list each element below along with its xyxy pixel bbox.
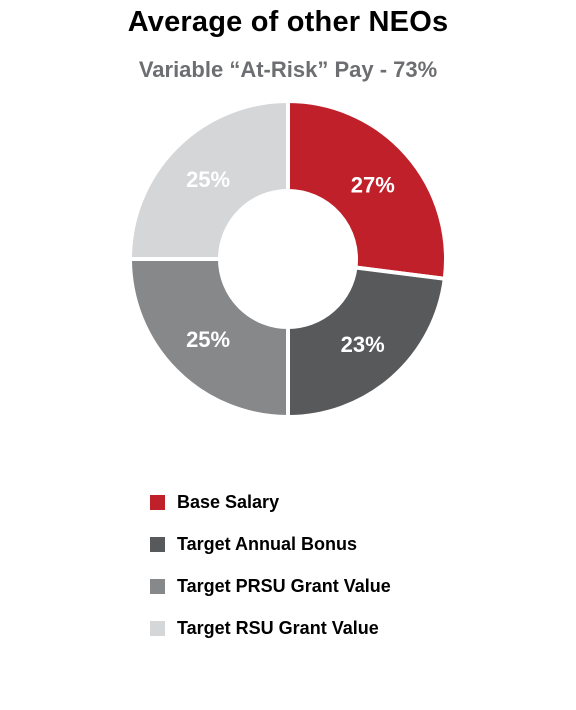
slice-label-target-annual-bonus: 23% (341, 332, 385, 357)
legend-label-target-prsu-grant-value: Target PRSU Grant Value (177, 575, 391, 596)
donut-slice-target-rsu-grant-value (127, 98, 290, 261)
donut-slice-labels: 27% 23% 25% 25% (186, 167, 395, 357)
legend-label-target-rsu-grant-value: Target RSU Grant Value (177, 617, 379, 638)
slice-label-target-rsu-grant-value: 25% (186, 167, 230, 192)
donut-chart: 27% 23% 25% 25% (127, 98, 448, 420)
legend-item-target-rsu-grant-value: Target RSU Grant Value (150, 607, 391, 649)
legend-label-base-salary: Base Salary (177, 491, 280, 512)
donut-slice-target-prsu-grant-value (127, 257, 290, 420)
legend-item-target-annual-bonus: Target Annual Bonus (150, 523, 391, 565)
legend-swatch-target-rsu-grant-value (150, 620, 165, 636)
legend-label-target-annual-bonus: Target Annual Bonus (177, 533, 357, 554)
chart-legend: Base Salary Target Annual Bonus Target P… (150, 481, 391, 649)
legend-item-target-prsu-grant-value: Target PRSU Grant Value (150, 565, 391, 607)
slice-label-base-salary: 27% (351, 172, 395, 197)
chart-title: Average of other NEOs (127, 6, 449, 38)
slice-label-target-prsu-grant-value: 25% (186, 327, 230, 352)
donut-slice-target-annual-bonus (286, 265, 447, 420)
donut-slices (127, 98, 448, 420)
legend-swatch-base-salary (150, 494, 165, 510)
legend-swatch-target-annual-bonus (150, 536, 165, 552)
chart-subtitle: Variable “At-Risk” Pay - 73% (138, 57, 438, 82)
donut-slice-base-salary (286, 98, 448, 282)
legend-item-base-salary: Base Salary (150, 481, 391, 523)
legend-swatch-target-prsu-grant-value (150, 578, 165, 594)
